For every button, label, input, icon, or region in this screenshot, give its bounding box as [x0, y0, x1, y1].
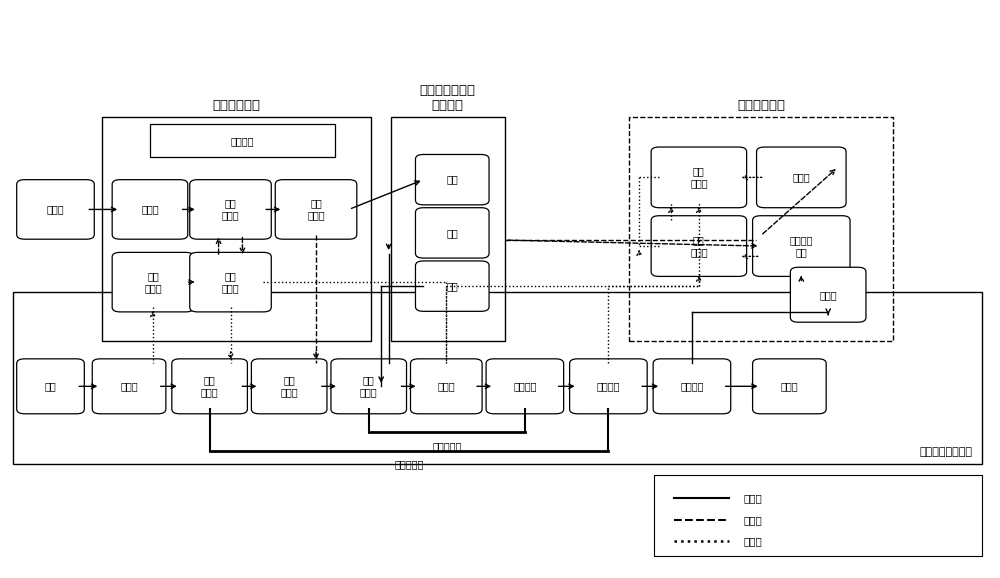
FancyBboxPatch shape	[651, 147, 747, 208]
FancyBboxPatch shape	[411, 359, 482, 414]
Text: 燃气轮机发电系统: 燃气轮机发电系统	[919, 447, 972, 457]
FancyBboxPatch shape	[275, 180, 357, 239]
Text: 电源管理
单元: 电源管理 单元	[790, 235, 813, 257]
Bar	[13, 292, 982, 464]
Text: 能量管理系统: 能量管理系统	[212, 98, 260, 112]
Text: 燃料
分配器: 燃料 分配器	[307, 199, 325, 220]
FancyBboxPatch shape	[331, 359, 407, 414]
FancyBboxPatch shape	[415, 154, 489, 205]
Text: 发电机: 发电机	[819, 290, 837, 300]
FancyBboxPatch shape	[92, 359, 166, 414]
Bar	[654, 475, 982, 556]
Text: 低压涡轮轴: 低压涡轮轴	[394, 460, 424, 469]
FancyBboxPatch shape	[790, 267, 866, 322]
FancyBboxPatch shape	[112, 180, 188, 239]
Text: 阳极: 阳极	[446, 175, 458, 184]
Text: 热量流: 热量流	[744, 536, 762, 546]
Text: 燃烧室: 燃烧室	[437, 381, 455, 391]
Text: 控制系统: 控制系统	[231, 136, 254, 146]
Text: 第二
换热器: 第二 换热器	[690, 166, 708, 188]
Text: 阴极: 阴极	[446, 228, 458, 238]
FancyBboxPatch shape	[651, 216, 747, 276]
Text: 热端
换热器: 热端 换热器	[222, 271, 239, 293]
FancyBboxPatch shape	[486, 359, 564, 414]
Text: 第三
换热器: 第三 换热器	[690, 235, 708, 257]
FancyBboxPatch shape	[190, 253, 271, 312]
Text: 物质流: 物质流	[744, 493, 762, 503]
FancyBboxPatch shape	[17, 180, 94, 239]
Text: 电动机: 电动机	[793, 172, 810, 183]
Text: 尾喷管: 尾喷管	[781, 381, 798, 391]
Bar	[391, 117, 505, 340]
FancyBboxPatch shape	[415, 208, 489, 258]
FancyBboxPatch shape	[570, 359, 647, 414]
Text: 高压
压气机: 高压 压气机	[360, 376, 378, 397]
Text: 高压涡轮轴: 高压涡轮轴	[432, 441, 461, 451]
Text: 进气道: 进气道	[120, 381, 138, 391]
Text: 高压涡轮: 高压涡轮	[513, 381, 537, 391]
Text: 电力传输系统: 电力传输系统	[737, 98, 785, 112]
Text: 冷却
循环泵: 冷却 循环泵	[144, 271, 162, 293]
Text: 燃料泵: 燃料泵	[141, 205, 159, 214]
FancyBboxPatch shape	[190, 180, 271, 239]
FancyBboxPatch shape	[112, 253, 194, 312]
Bar	[102, 117, 371, 340]
Text: 冷端
换热器: 冷端 换热器	[222, 199, 239, 220]
Text: 自由涡轮: 自由涡轮	[680, 381, 704, 391]
Text: 功率流: 功率流	[744, 514, 762, 525]
Text: 空气: 空气	[45, 381, 56, 391]
Bar	[629, 117, 893, 340]
FancyBboxPatch shape	[753, 216, 850, 276]
Text: 燃料源: 燃料源	[47, 205, 64, 214]
FancyBboxPatch shape	[757, 147, 846, 208]
Text: 低压
压气机: 低压 压气机	[201, 376, 218, 397]
FancyBboxPatch shape	[653, 359, 731, 414]
FancyBboxPatch shape	[172, 359, 247, 414]
FancyBboxPatch shape	[251, 359, 327, 414]
Text: 固体氧化物燃料
电池系统: 固体氧化物燃料 电池系统	[420, 84, 476, 112]
FancyBboxPatch shape	[753, 359, 826, 414]
FancyBboxPatch shape	[415, 261, 489, 312]
Text: 旁路: 旁路	[446, 281, 458, 291]
FancyBboxPatch shape	[17, 359, 84, 414]
Bar	[150, 124, 335, 157]
Text: 第一
换热器: 第一 换热器	[280, 376, 298, 397]
Text: 低压涡轮: 低压涡轮	[597, 381, 620, 391]
